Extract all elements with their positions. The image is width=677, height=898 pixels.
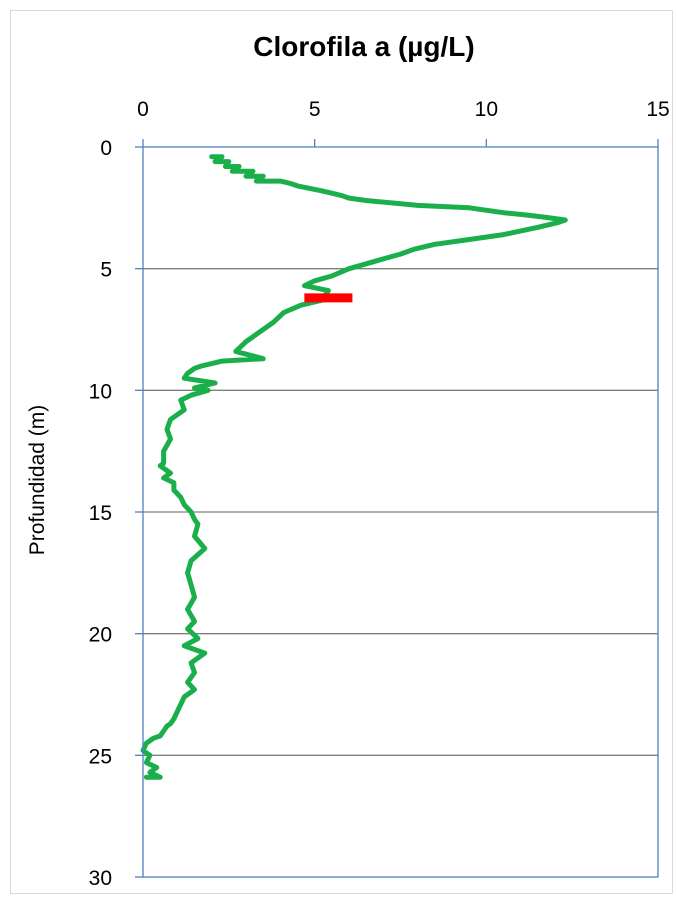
- chart-frame: [10, 10, 673, 894]
- y-tick-label: 0: [100, 137, 112, 160]
- y-tick-label: 10: [89, 380, 112, 403]
- chart-title: Clorofila a (µg/L): [253, 31, 474, 62]
- grid-layer: [143, 268, 658, 756]
- y-tick-label: 5: [100, 259, 112, 282]
- x-tick-label: 10: [475, 98, 498, 121]
- x-tick-label: 5: [309, 98, 321, 121]
- x-tick-label: 0: [137, 98, 149, 121]
- y-tick-label: 25: [89, 745, 112, 768]
- series-line-0: [140, 154, 568, 780]
- tick-layer: 0 5 10 15 20 25 30 0 5 10 15: [89, 98, 670, 890]
- y-tick-label: 20: [89, 624, 112, 647]
- y-tick-label: 30: [89, 867, 112, 890]
- series-layer: [140, 154, 568, 780]
- y-tick-label: 15: [89, 502, 112, 525]
- x-tick-label: 15: [646, 98, 669, 121]
- axis-layer: [135, 139, 659, 878]
- y-axis-title: Profundidad (m): [26, 405, 49, 556]
- plot-area-border: [142, 146, 659, 878]
